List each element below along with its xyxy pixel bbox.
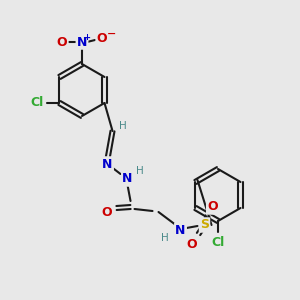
Text: O: O [101, 206, 112, 218]
Text: N: N [122, 172, 133, 185]
Text: −: − [107, 29, 117, 39]
Text: H: H [118, 121, 126, 131]
Text: H: H [160, 233, 168, 243]
Text: Cl: Cl [31, 97, 44, 110]
Text: O: O [97, 32, 107, 44]
Text: H: H [136, 166, 143, 176]
Text: Cl: Cl [212, 236, 225, 250]
Text: N: N [102, 158, 113, 170]
Text: O: O [207, 200, 218, 214]
Text: N: N [77, 35, 87, 49]
Text: O: O [186, 238, 197, 250]
Text: S: S [200, 218, 209, 232]
Text: O: O [57, 35, 67, 49]
Text: N: N [175, 224, 186, 236]
Text: +: + [83, 32, 91, 41]
